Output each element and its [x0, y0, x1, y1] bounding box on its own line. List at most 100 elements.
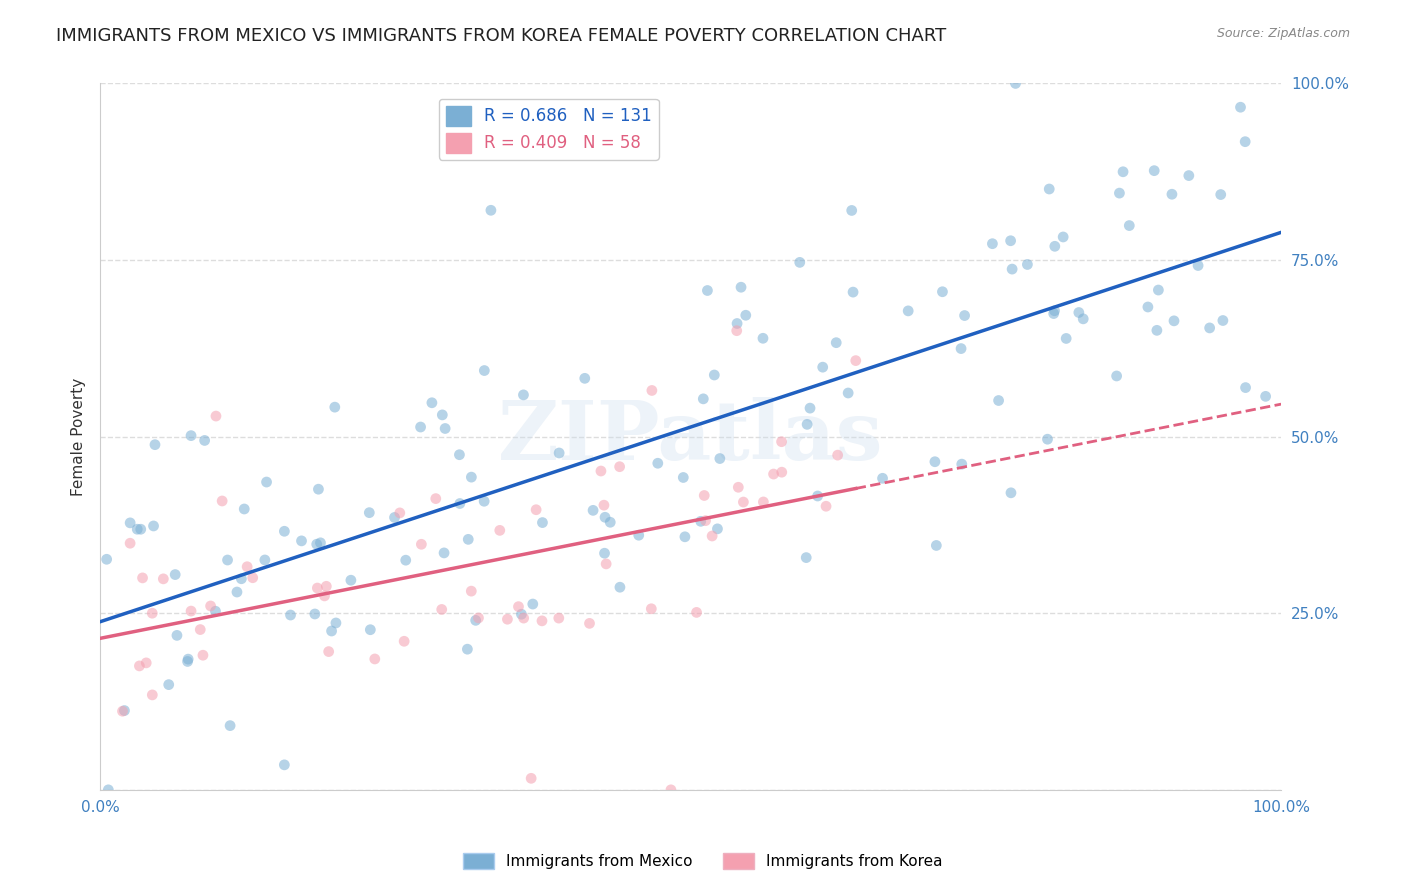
- Immigrants from Mexico: [409, 420, 432, 434]
- Immigrants from Korea: [128, 659, 150, 673]
- Immigrants from Mexico: [1071, 311, 1094, 326]
- Immigrants from Mexico: [1234, 135, 1257, 149]
- Immigrants from Mexico: [460, 470, 482, 484]
- Immigrants from Korea: [191, 648, 214, 663]
- Immigrants from Mexico: [273, 757, 295, 772]
- Immigrants from Korea: [425, 491, 447, 506]
- Y-axis label: Female Poverty: Female Poverty: [72, 377, 86, 496]
- Immigrants from Mexico: [1198, 321, 1220, 335]
- Immigrants from Mexico: [219, 718, 242, 732]
- Immigrants from Mexico: [987, 393, 1010, 408]
- Immigrants from Mexico: [599, 515, 621, 529]
- Immigrants from Korea: [595, 557, 617, 571]
- Immigrants from Mexico: [703, 368, 725, 382]
- Immigrants from Mexico: [157, 678, 180, 692]
- Immigrants from Mexico: [472, 494, 495, 508]
- Immigrants from Mexico: [321, 624, 343, 638]
- Immigrants from Korea: [188, 623, 211, 637]
- Immigrants from Mexico: [734, 308, 756, 322]
- Immigrants from Mexico: [129, 522, 152, 536]
- Immigrants from Mexico: [359, 506, 381, 520]
- Immigrants from Mexico: [456, 642, 478, 657]
- Immigrants from Korea: [685, 606, 707, 620]
- Immigrants from Mexico: [96, 552, 118, 566]
- Immigrants from Mexico: [673, 530, 696, 544]
- Immigrants from Mexico: [464, 613, 486, 627]
- Immigrants from Mexico: [672, 470, 695, 484]
- Immigrants from Mexico: [1209, 187, 1232, 202]
- Immigrants from Mexico: [647, 456, 669, 470]
- Immigrants from Mexico: [696, 284, 718, 298]
- Immigrants from Korea: [815, 500, 838, 514]
- Immigrants from Mexico: [872, 471, 894, 485]
- Immigrants from Mexico: [114, 704, 136, 718]
- Immigrants from Korea: [430, 602, 453, 616]
- Legend: R = 0.686   N = 131, R = 0.409   N = 58: R = 0.686 N = 131, R = 0.409 N = 58: [439, 99, 658, 160]
- Immigrants from Korea: [609, 459, 631, 474]
- Immigrants from Mexico: [842, 285, 865, 299]
- Immigrants from Korea: [640, 601, 662, 615]
- Immigrants from Mexico: [1187, 259, 1209, 273]
- Immigrants from Mexico: [799, 401, 821, 416]
- Immigrants from Mexico: [1254, 389, 1277, 403]
- Immigrants from Mexico: [176, 655, 198, 669]
- Text: ZIPatlas: ZIPatlas: [498, 397, 883, 476]
- Immigrants from Mexico: [924, 455, 946, 469]
- Immigrants from Mexico: [165, 567, 187, 582]
- Immigrants from Mexico: [340, 573, 363, 587]
- Immigrants from Mexico: [1108, 186, 1130, 200]
- Immigrants from Mexico: [217, 553, 239, 567]
- Immigrants from Mexico: [522, 597, 544, 611]
- Immigrants from Korea: [152, 572, 174, 586]
- Immigrants from Korea: [460, 584, 482, 599]
- Immigrants from Mexico: [226, 585, 249, 599]
- Immigrants from Mexico: [794, 550, 817, 565]
- Immigrants from Mexico: [1229, 100, 1251, 114]
- Immigrants from Korea: [530, 614, 553, 628]
- Immigrants from Mexico: [304, 607, 326, 621]
- Immigrants from Korea: [314, 589, 336, 603]
- Immigrants from Korea: [827, 448, 849, 462]
- Immigrants from Mexico: [1163, 314, 1185, 328]
- Immigrants from Mexico: [510, 607, 533, 622]
- Immigrants from Korea: [111, 704, 134, 718]
- Immigrants from Mexico: [512, 388, 534, 402]
- Immigrants from Mexico: [709, 451, 731, 466]
- Immigrants from Mexico: [1136, 300, 1159, 314]
- Immigrants from Mexico: [359, 623, 381, 637]
- Immigrants from Korea: [392, 634, 415, 648]
- Immigrants from Mexico: [730, 280, 752, 294]
- Immigrants from Korea: [467, 611, 489, 625]
- Immigrants from Korea: [242, 571, 264, 585]
- Immigrants from Mexico: [796, 417, 818, 432]
- Immigrants from Mexico: [1000, 234, 1022, 248]
- Immigrants from Mexico: [1112, 165, 1135, 179]
- Immigrants from Mexico: [323, 400, 346, 414]
- Immigrants from Mexico: [290, 533, 312, 548]
- Immigrants from Mexico: [233, 502, 256, 516]
- Immigrants from Korea: [752, 495, 775, 509]
- Immigrants from Mexico: [1054, 331, 1077, 345]
- Immigrants from Korea: [180, 604, 202, 618]
- Immigrants from Mexico: [950, 342, 973, 356]
- Immigrants from Mexico: [1146, 323, 1168, 337]
- Immigrants from Korea: [364, 652, 387, 666]
- Immigrants from Mexico: [280, 608, 302, 623]
- Immigrants from Mexico: [166, 628, 188, 642]
- Immigrants from Korea: [411, 537, 433, 551]
- Immigrants from Korea: [315, 579, 337, 593]
- Immigrants from Mexico: [925, 539, 948, 553]
- Immigrants from Mexico: [395, 553, 418, 567]
- Immigrants from Mexico: [531, 516, 554, 530]
- Immigrants from Mexico: [692, 392, 714, 406]
- Text: IMMIGRANTS FROM MEXICO VS IMMIGRANTS FROM KOREA FEMALE POVERTY CORRELATION CHART: IMMIGRANTS FROM MEXICO VS IMMIGRANTS FRO…: [56, 27, 946, 45]
- Immigrants from Mexico: [472, 363, 495, 377]
- Immigrants from Korea: [496, 612, 519, 626]
- Immigrants from Mexico: [1143, 163, 1166, 178]
- Immigrants from Korea: [211, 494, 233, 508]
- Immigrants from Mexico: [1043, 303, 1066, 318]
- Immigrants from Mexico: [142, 519, 165, 533]
- Immigrants from Korea: [512, 611, 534, 625]
- Immigrants from Mexico: [305, 537, 328, 551]
- Immigrants from Korea: [388, 506, 411, 520]
